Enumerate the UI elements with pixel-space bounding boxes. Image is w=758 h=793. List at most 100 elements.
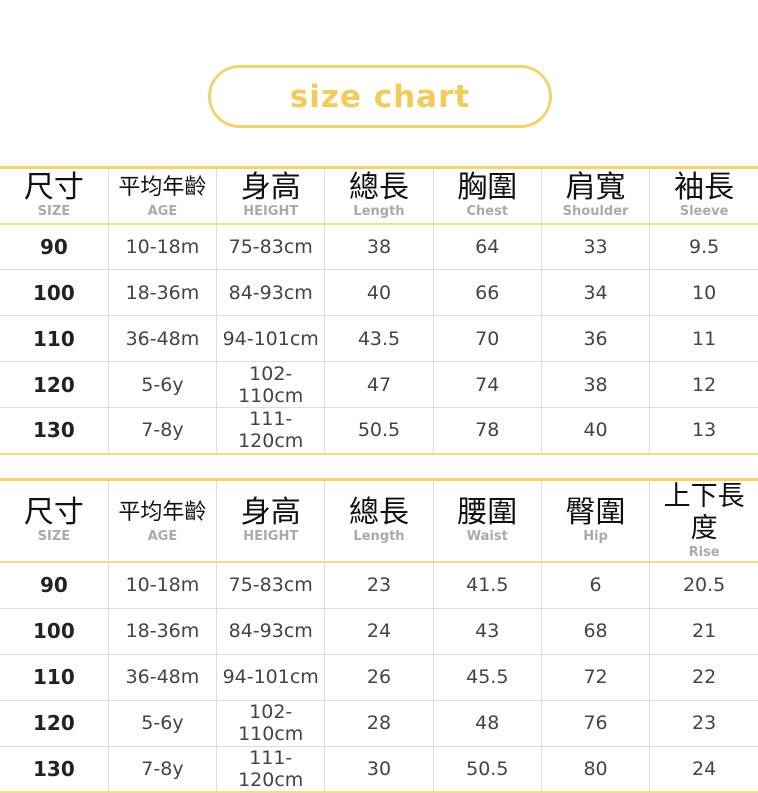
header-label-zh: 胸圍: [457, 169, 518, 205]
title-badge: size chart: [208, 65, 552, 128]
table-cell: 6: [540, 562, 650, 608]
header-label-zh: 總長: [348, 495, 409, 530]
table-cell: 50.5: [324, 407, 434, 454]
header-label-en: Hip: [583, 529, 608, 544]
header-cell: 腰圍 Waist: [432, 479, 542, 562]
header-cell: 總長 Length: [324, 167, 434, 224]
header-row: 尺寸 SIZE 平均年齡 AGE 身高 HEIGHT 總長 Length 胸圍 Chest 肩寬 Sh…: [0, 167, 758, 224]
header-cell: 總長 Length: [324, 479, 434, 562]
table-cell: 43: [432, 608, 542, 654]
header-label-en: Waist: [466, 529, 508, 544]
size-cell: 100: [33, 280, 75, 305]
table-cell: 24: [324, 608, 434, 654]
size-cell: 110: [33, 326, 75, 351]
table-cell: 102-110cm: [216, 361, 325, 408]
header-label-zh: 尺寸: [23, 169, 84, 205]
table-cell: 94-101cm: [216, 315, 325, 362]
table-row: 100 18-36m 84-93cm 40 66 34 10: [0, 269, 758, 316]
table-cell: 18-36m: [107, 608, 217, 654]
header-cell: 平均年齡 AGE: [107, 167, 217, 224]
header-cell: 肩寬 Shoulder: [540, 167, 650, 224]
size-cell: 120: [33, 711, 75, 735]
header-label-en: HEIGHT: [243, 529, 299, 544]
header-label-en: HEIGHT: [243, 203, 299, 219]
table-cell: 80: [540, 746, 650, 792]
table-cell: 84-93cm: [216, 269, 325, 316]
table-row: 90 10-18m 75-83cm 23 41.5 6 20.5: [0, 562, 758, 608]
table-cell: 66: [432, 269, 542, 316]
table-cell: 34: [540, 269, 650, 316]
table-cell: 64: [432, 223, 542, 270]
header-label-zh: 身高: [240, 169, 301, 205]
header-cell: 平均年齡 AGE: [107, 479, 217, 562]
table-cell: 22: [649, 654, 758, 700]
header-label-en: SIZE: [37, 529, 71, 544]
header-label-en: AGE: [147, 529, 178, 544]
table-row: 90 10-18m 75-83cm 38 64 33 9.5: [0, 223, 758, 270]
header-cell: 臀圍 Hip: [540, 479, 650, 562]
table-cell: 40: [324, 269, 434, 316]
table-cell: 7-8y: [107, 746, 217, 792]
header-label-en: Shoulder: [562, 203, 629, 219]
table-cell: 28: [324, 700, 434, 746]
table-row: 120 5-6y 102-110cm 47 74 38 12: [0, 361, 758, 408]
size-cell: 110: [33, 665, 75, 689]
size-cell: 100: [33, 619, 75, 643]
table-cell: 48: [432, 700, 542, 746]
table-cell: 7-8y: [107, 407, 217, 454]
table-cell: 111-120cm: [216, 746, 325, 792]
size-table-top: 尺寸 SIZE 平均年齡 AGE 身高 HEIGHT 總長 Length 胸圍 Chest 肩寬 Sh…: [0, 166, 758, 455]
page-title: size chart: [289, 78, 471, 115]
size-cell: 120: [33, 372, 75, 397]
table-cell: 10-18m: [107, 562, 217, 608]
table-cell: 72: [540, 654, 650, 700]
size-table-bottom: 尺寸 SIZE 平均年齡 AGE 身高 HEIGHT 總長 Length 腰圍 Waist 臀圍 Hi…: [0, 478, 758, 793]
table-cell: 36: [540, 315, 650, 362]
table-cell: 45.5: [432, 654, 542, 700]
table-cell: 21: [649, 608, 758, 654]
size-cell: 130: [33, 756, 75, 781]
table-cell: 36-48m: [107, 315, 217, 362]
table-row: 120 5-6y 102-110cm 28 48 76 23: [0, 700, 758, 746]
table-cell: 38: [540, 361, 650, 408]
header-cell: 尺寸 SIZE: [0, 168, 108, 224]
table-cell: 5-6y: [107, 361, 217, 408]
header-label-zh: 上下長度: [663, 481, 745, 544]
header-label-zh: 尺寸: [23, 495, 84, 530]
header-label-zh: 身高: [240, 495, 301, 530]
size-cell: 130: [33, 418, 75, 443]
header-row: 尺寸 SIZE 平均年齡 AGE 身高 HEIGHT 總長 Length 腰圍 Waist 臀圍 Hi…: [0, 479, 758, 563]
table-cell: 23: [649, 700, 758, 746]
table-cell: 10-18m: [107, 223, 217, 270]
table-cell: 36-48m: [107, 654, 217, 700]
header-label-zh: 袖長: [674, 169, 735, 205]
header-cell: 身高 HEIGHT: [216, 479, 325, 562]
size-cell: 90: [39, 573, 68, 598]
header-cell: 身高 HEIGHT: [216, 167, 325, 224]
table-row: 110 36-48m 94-101cm 43.5 70 36 11: [0, 315, 758, 362]
header-cell: 胸圍 Chest: [432, 167, 542, 224]
table-cell: 40: [540, 407, 650, 454]
table-cell: 18-36m: [107, 269, 217, 316]
table-row: 130 7-8y 111-120cm 30 50.5 80 24: [0, 746, 758, 792]
table-cell: 38: [324, 223, 434, 270]
table-row: 130 7-8y 111-120cm 50.5 78 40 13: [0, 407, 758, 454]
table-cell: 30: [324, 746, 434, 792]
header-label-en: Length: [353, 203, 405, 219]
header-label-en: Rise: [688, 545, 720, 560]
header-label-zh: 總長: [348, 169, 409, 205]
table-cell: 75-83cm: [216, 562, 325, 608]
table-cell: 10: [649, 269, 758, 316]
table-cell: 11: [649, 315, 758, 362]
header-label-zh: 腰圍: [457, 495, 518, 530]
table-cell: 70: [432, 315, 542, 362]
table-cell: 74: [432, 361, 542, 408]
table-cell: 47: [324, 361, 434, 408]
table-cell: 13: [649, 407, 758, 454]
table-cell: 5-6y: [107, 700, 217, 746]
table-cell: 50.5: [432, 746, 542, 792]
table-cell: 94-101cm: [216, 654, 325, 700]
table-cell: 43.5: [324, 315, 434, 362]
table-cell: 33: [540, 223, 650, 270]
header-cell: 尺寸 SIZE: [0, 480, 108, 563]
